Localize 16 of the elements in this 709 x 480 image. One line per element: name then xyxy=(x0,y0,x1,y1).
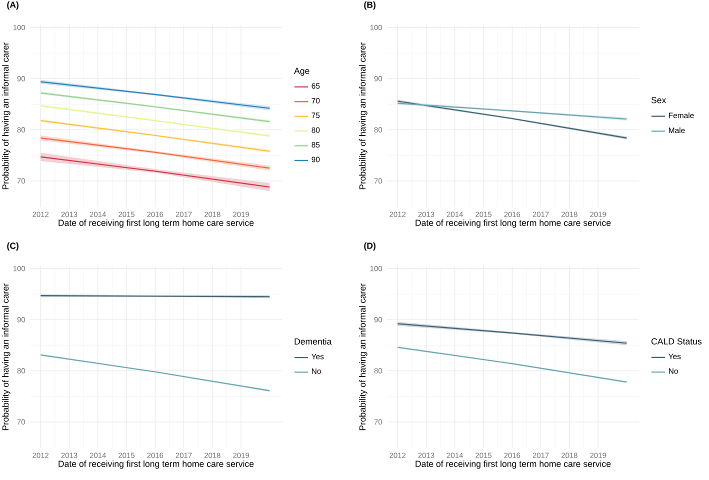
legend-title: CALD Status xyxy=(651,338,702,345)
x-axis-title: Date of receiving first long term home care service xyxy=(416,219,611,228)
chart-title: (B) xyxy=(364,1,376,10)
x-axis-title: Date of receiving first long term home care service xyxy=(416,460,611,469)
chart-title: (A) xyxy=(7,1,18,10)
x-axis-title: Date of receiving first long term home care service xyxy=(58,460,254,469)
y-axis-title: Probability of having an informal carer xyxy=(2,283,10,430)
legend-title: Sex xyxy=(651,96,666,104)
y-axis-title: Probability of having an informal carer xyxy=(2,42,10,190)
legend-title: Dementia xyxy=(294,338,332,345)
y-axis-title: Probability of having an informal carer xyxy=(359,42,368,190)
x-axis-title: Date of receiving first long term home care service xyxy=(58,219,254,228)
legend-title: Age xyxy=(294,68,310,76)
chart-title: (C) xyxy=(7,242,18,251)
chart-title: (D) xyxy=(364,242,376,251)
y-axis-title: Probability of having an informal carer xyxy=(359,283,368,430)
